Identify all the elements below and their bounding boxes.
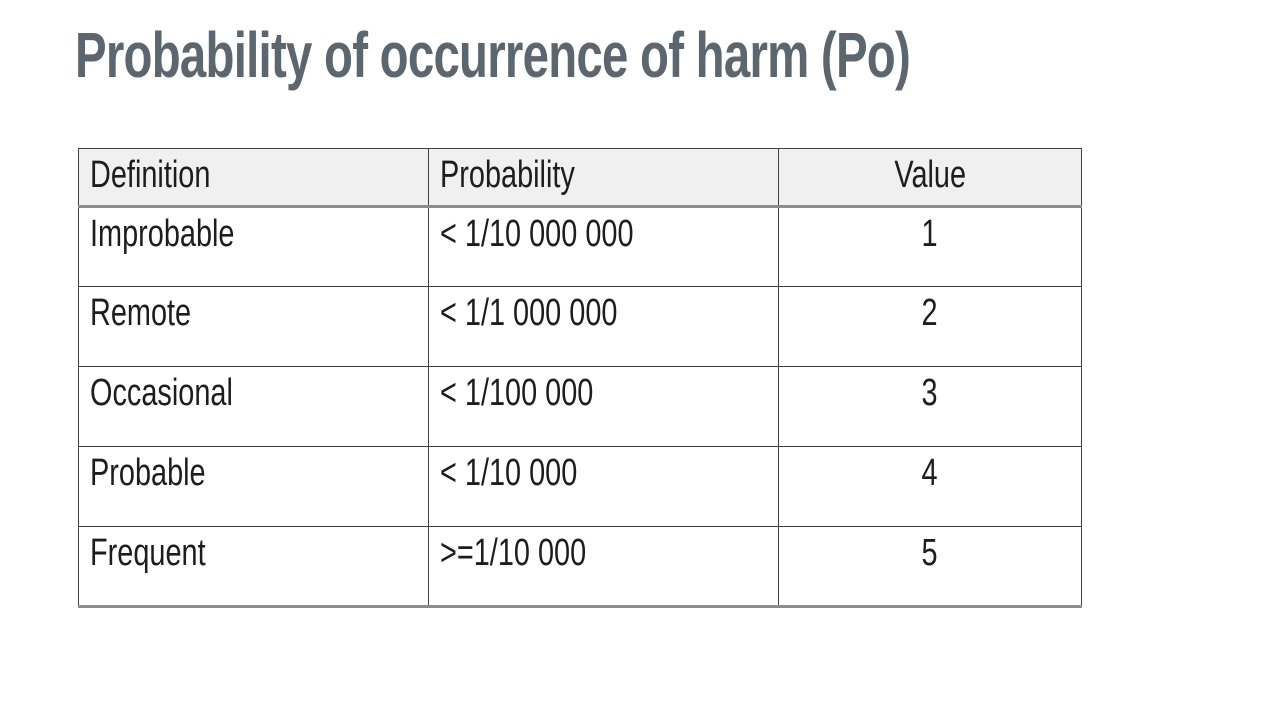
cell-probability: < 1/10 000 000 bbox=[428, 206, 780, 287]
cell-probability-text: < 1/100 000 bbox=[440, 372, 594, 414]
slide-title: Probability of occurrence of harm (Po) bbox=[75, 19, 911, 91]
cell-definition: Remote bbox=[77, 286, 430, 367]
table-row: Remote < 1/1 000 000 2 bbox=[77, 286, 1082, 367]
cell-value: 4 bbox=[778, 446, 1082, 527]
cell-value-text: 5 bbox=[922, 532, 939, 574]
column-header-value-label: Value bbox=[894, 154, 966, 196]
cell-probability-text: < 1/1 000 000 bbox=[440, 292, 618, 334]
cell-probability: < 1/1 000 000 bbox=[428, 286, 780, 367]
column-header-probability-label: Probability bbox=[440, 154, 575, 196]
cell-value: 5 bbox=[778, 526, 1082, 608]
cell-definition-text: Remote bbox=[90, 292, 192, 334]
probability-table: Definition Probability Value Improbable … bbox=[77, 148, 1082, 608]
cell-value-text: 2 bbox=[922, 292, 939, 334]
cell-definition: Occasional bbox=[77, 366, 430, 447]
cell-probability: < 1/100 000 bbox=[428, 366, 780, 447]
cell-definition-text: Improbable bbox=[90, 213, 235, 255]
cell-definition-text: Frequent bbox=[90, 532, 206, 574]
cell-value: 3 bbox=[778, 366, 1082, 447]
table-row: Occasional < 1/100 000 3 bbox=[77, 366, 1082, 447]
cell-value-text: 1 bbox=[922, 213, 939, 255]
cell-value-text: 4 bbox=[922, 452, 939, 494]
column-header-definition-label: Definition bbox=[90, 154, 211, 196]
table-row: Frequent >=1/10 000 5 bbox=[77, 526, 1082, 608]
table-row: Probable < 1/10 000 4 bbox=[77, 446, 1082, 527]
cell-definition: Probable bbox=[77, 446, 430, 527]
cell-definition-text: Probable bbox=[90, 452, 206, 494]
cell-definition-text: Occasional bbox=[90, 372, 233, 414]
table-row: Improbable < 1/10 000 000 1 bbox=[77, 206, 1082, 287]
cell-definition: Improbable bbox=[77, 206, 430, 287]
table-body: Improbable < 1/10 000 000 1 Remote < 1/1… bbox=[77, 206, 1082, 608]
cell-definition: Frequent bbox=[77, 526, 430, 608]
cell-probability: < 1/10 000 bbox=[428, 446, 780, 527]
column-header-definition: Definition bbox=[77, 148, 430, 208]
column-header-probability: Probability bbox=[428, 148, 780, 208]
cell-probability-text: >=1/10 000 bbox=[440, 532, 587, 574]
column-header-value: Value bbox=[778, 148, 1082, 208]
cell-probability-text: < 1/10 000 000 bbox=[440, 213, 634, 255]
cell-probability-text: < 1/10 000 bbox=[440, 452, 578, 494]
cell-probability: >=1/10 000 bbox=[428, 526, 780, 608]
probability-table-container: Definition Probability Value Improbable … bbox=[77, 148, 1082, 608]
table-header: Definition Probability Value bbox=[77, 148, 1082, 208]
table-header-row: Definition Probability Value bbox=[77, 148, 1082, 208]
cell-value-text: 3 bbox=[922, 372, 939, 414]
cell-value: 1 bbox=[778, 206, 1082, 287]
cell-value: 2 bbox=[778, 286, 1082, 367]
